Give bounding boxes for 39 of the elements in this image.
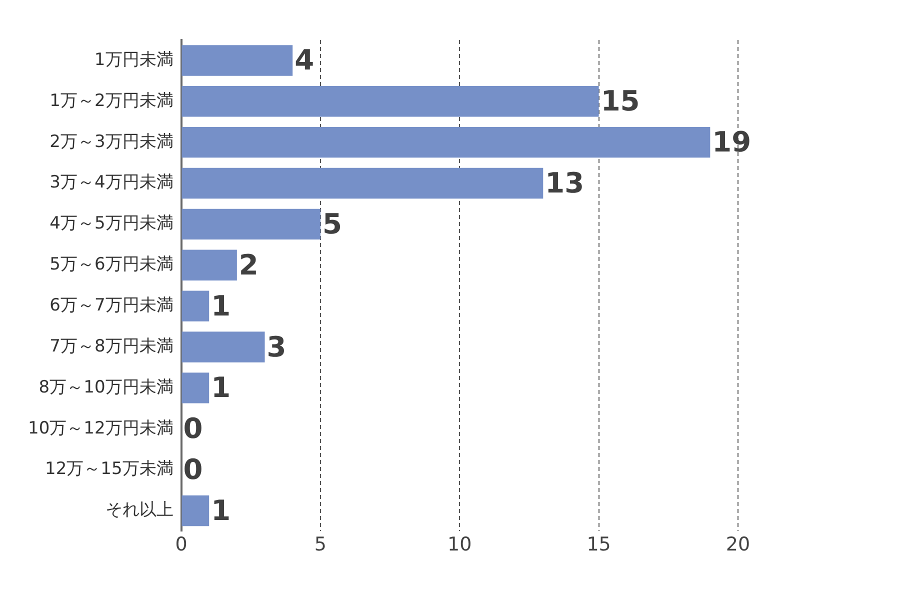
x-tick-label: 0 [175,534,188,556]
y-tick-label: 1万～2万円未満 [50,90,174,111]
bar [182,45,293,76]
data-label: 0 [183,412,203,446]
bar [182,126,710,158]
data-label: 3 [266,330,286,364]
data-label: 1 [211,289,231,322]
data-label: 5 [322,207,342,240]
y-tick-label: それ以上 [105,500,174,520]
data-label: 2 [238,248,258,282]
x-tick-label: 10 [448,534,472,556]
x-tick-label: 5 [314,534,326,556]
y-tick-label: 8万～10万円未満 [38,377,174,398]
bar [182,168,544,199]
data-label: 13 [545,166,584,200]
data-label: 1 [211,371,231,404]
bar [182,290,210,322]
bar [182,250,237,280]
data-label: 15 [600,84,640,118]
data-label: 4 [294,44,314,77]
data-label: 0 [183,453,203,486]
y-tick-label: 2万～3万円未満 [50,132,174,152]
bar [182,372,210,404]
bar [182,208,320,240]
bar [182,332,265,362]
data-label: 1 [211,494,231,528]
x-tick-label: 20 [726,534,750,556]
y-tick-label: 5万～6万円未満 [50,254,174,275]
y-tick-label: 1万円未満 [94,50,174,70]
data-label: 19 [712,126,752,159]
bar [182,86,599,117]
y-tick-label: 3万～4万円未満 [50,172,174,193]
y-tick-label: 10万～12万円未満 [28,418,174,438]
y-tick-label: 12万～15万未満 [45,459,174,480]
y-tick-label: 4万～5万円未満 [50,214,174,234]
bar [182,495,210,526]
y-tick-label: 6万～7万円未満 [50,295,174,316]
y-tick-label: 7万～8万円未満 [50,336,174,356]
x-tick-label: 15 [586,534,611,556]
